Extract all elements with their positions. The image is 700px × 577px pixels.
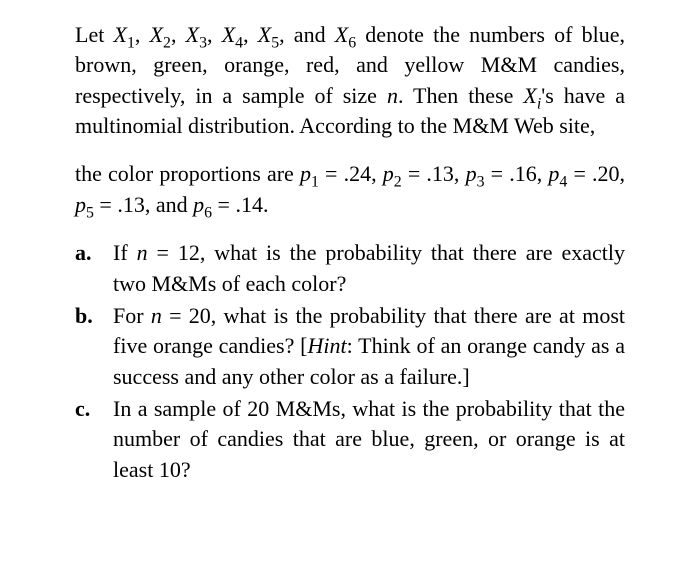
eq1: =: [319, 161, 344, 186]
eq6: =: [212, 192, 235, 217]
a-pre: If: [113, 240, 137, 265]
question-list: a. If n = 12, what is the probability th…: [75, 238, 625, 485]
a-eq: = 12, what is the probability that there…: [113, 240, 625, 295]
item-b: b. For n = 20, what is the probability t…: [113, 301, 625, 392]
p4: p: [548, 161, 559, 186]
p1-sub: 1: [311, 174, 319, 191]
val6: .14: [235, 192, 263, 217]
var-x4: X: [222, 22, 235, 47]
intro-pre: Let: [75, 22, 114, 47]
p6: p: [193, 192, 204, 217]
eq2: =: [402, 161, 427, 186]
var-x5: X: [258, 22, 271, 47]
c-text: In a sample of 20 M&Ms, what is the prob…: [113, 396, 625, 482]
sub-4: 4: [235, 34, 243, 51]
eq4: =: [567, 161, 592, 186]
p2: p: [383, 161, 394, 186]
label-c: c.: [75, 394, 90, 424]
eq5: =: [94, 192, 117, 217]
val4: .20: [592, 161, 620, 186]
val2: .13: [426, 161, 454, 186]
and: , and: [145, 192, 193, 217]
var-x2: X: [150, 22, 163, 47]
val3: .16: [509, 161, 537, 186]
var-x6: X: [335, 22, 348, 47]
proportions-paragraph: the color proportions are p1 = .24, p2 =…: [75, 159, 625, 220]
p2-sub: 2: [394, 174, 402, 191]
p1: p: [300, 161, 311, 186]
var-xi: X: [523, 83, 536, 108]
item-a: a. If n = 12, what is the probability th…: [113, 238, 625, 299]
p5-sub: 5: [86, 204, 94, 221]
sub-2: 2: [163, 34, 171, 51]
var-x1: X: [114, 22, 127, 47]
intro-paragraph: Let X1, X2, X3, X4, X5, and X6 denote th…: [75, 20, 625, 141]
val1: .24: [344, 161, 372, 186]
a-n: n: [137, 240, 148, 265]
sub-6: 6: [348, 34, 356, 51]
p5: p: [75, 192, 86, 217]
b-n: n: [151, 303, 162, 328]
sub-1: 1: [127, 34, 135, 51]
b-hint: Hint: [308, 333, 347, 358]
sub-5: 5: [271, 34, 279, 51]
period: .: [263, 192, 269, 217]
label-b: b.: [75, 301, 93, 331]
intro-n: n: [387, 83, 398, 108]
var-x3: X: [186, 22, 199, 47]
p6-sub: 6: [204, 204, 212, 221]
prop-pre: the color proportions are: [75, 161, 300, 186]
b-pre: For: [113, 303, 151, 328]
intro-part2: . Then these: [398, 83, 523, 108]
p3-sub: 3: [477, 174, 485, 191]
val5: .13: [117, 192, 145, 217]
p3: p: [466, 161, 477, 186]
sub-3: 3: [199, 34, 207, 51]
eq3: =: [485, 161, 510, 186]
label-a: a.: [75, 238, 92, 268]
item-c: c. In a sample of 20 M&Ms, what is the p…: [113, 394, 625, 485]
